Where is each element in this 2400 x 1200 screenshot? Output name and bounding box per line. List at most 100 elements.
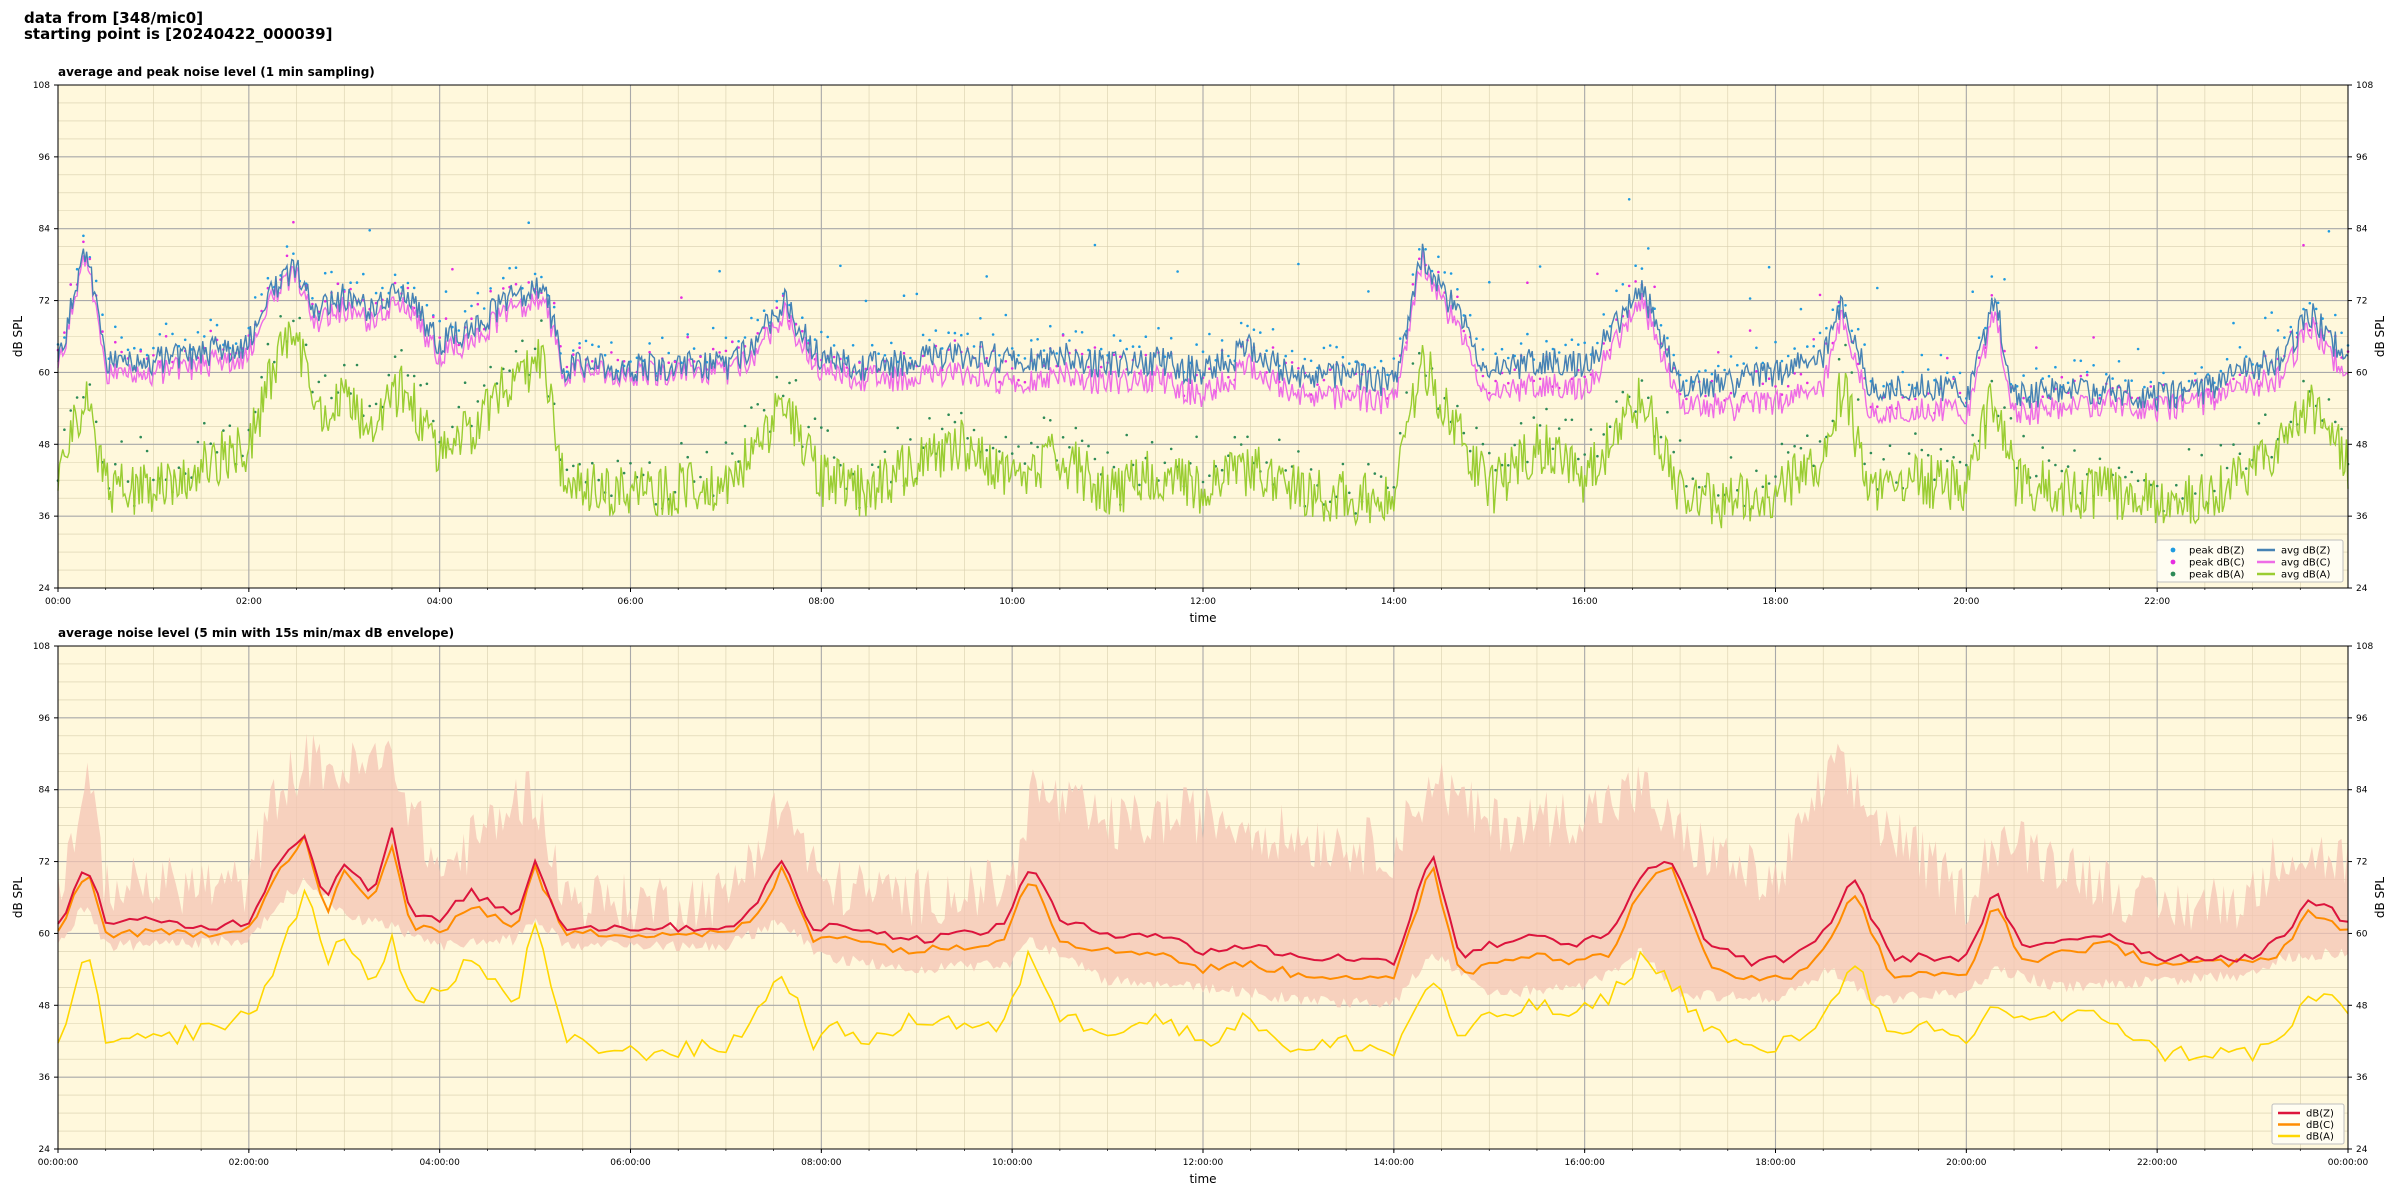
peak-point <box>1946 356 1949 360</box>
peak-point <box>304 343 308 347</box>
peak-point <box>1437 270 1440 274</box>
peak-point <box>572 464 575 468</box>
peak-point <box>1634 280 1637 283</box>
peak-point <box>2041 377 2044 380</box>
peak-point <box>762 408 766 412</box>
peak-point <box>387 373 391 377</box>
peak-point <box>591 360 594 363</box>
peak-point <box>323 374 327 377</box>
peak-point <box>1322 346 1326 350</box>
peak-point <box>705 450 709 454</box>
peak-point <box>2092 336 2095 339</box>
peak-point <box>1208 367 1211 371</box>
legend-label: peak dB(Z) <box>2189 546 2245 557</box>
peak-point <box>1494 352 1497 356</box>
peak-point <box>1704 369 1707 372</box>
peak-point <box>1023 380 1027 384</box>
peak-point <box>2009 417 2013 420</box>
peak-point <box>1717 364 1720 368</box>
peak-point <box>2340 427 2343 431</box>
peak-point <box>870 343 874 347</box>
peak-point <box>1755 370 1758 373</box>
peak-point <box>2264 413 2267 417</box>
peak-point <box>1157 326 1160 330</box>
peak-point <box>966 437 969 440</box>
peak-point <box>1112 334 1116 337</box>
peak-point <box>470 304 473 308</box>
peak-point <box>1462 431 1466 435</box>
peak-point <box>432 315 435 319</box>
peak-point <box>444 317 448 320</box>
peak-point <box>1030 441 1033 445</box>
peak-point <box>514 266 518 270</box>
peak-point <box>393 281 397 285</box>
peak-point <box>883 450 887 454</box>
y-tick-label-left: 96 <box>39 153 51 163</box>
peak-point <box>979 317 982 320</box>
peak-point <box>1608 325 1612 328</box>
peak-point <box>2085 373 2089 377</box>
peak-point <box>2225 466 2229 470</box>
peak-point <box>1876 286 1879 290</box>
peak-point <box>1341 462 1345 466</box>
peak-point <box>1074 426 1078 430</box>
peak-point <box>1621 390 1625 394</box>
peak-point <box>152 478 155 482</box>
y-axis-label-right: dB SPL <box>2373 316 2387 358</box>
peak-point <box>1939 353 1943 357</box>
peak-point <box>565 365 569 369</box>
peak-point <box>1825 326 1828 330</box>
peak-point <box>1443 271 1446 274</box>
peak-point <box>2232 443 2235 446</box>
peak-point <box>215 451 219 454</box>
peak-point <box>82 396 85 399</box>
peak-point <box>1246 435 1249 439</box>
peak-point <box>2276 329 2280 332</box>
peak-point <box>711 326 715 330</box>
peak-point <box>1678 439 1682 442</box>
series-line-a <box>57 888 2349 1063</box>
peak-point <box>1888 444 1892 448</box>
peak-point <box>196 440 200 444</box>
peak-point <box>2136 347 2140 351</box>
peak-point <box>209 442 212 446</box>
peak-point <box>998 380 1001 384</box>
peak-point <box>1488 391 1491 395</box>
legend: peak dB(Z)peak dB(C)peak dB(A)avg dB(Z)a… <box>2156 539 2344 583</box>
y-tick-label-right: 24 <box>2356 1145 2368 1155</box>
peak-point <box>1806 345 1809 348</box>
peak-point <box>1201 350 1205 354</box>
peak-point <box>699 475 702 479</box>
peak-point <box>839 264 842 268</box>
peak-point <box>482 307 486 310</box>
x-tick-label: 12:00 <box>1190 597 1216 607</box>
peak-point <box>1418 351 1421 355</box>
peak-point <box>482 384 486 387</box>
peak-point <box>1265 461 1268 464</box>
peak-point <box>1907 383 1911 387</box>
peak-point <box>2334 313 2337 317</box>
peak-point <box>527 281 530 284</box>
peak-point <box>1475 337 1478 341</box>
peak-point <box>1297 262 1300 266</box>
peak-point <box>2054 365 2057 369</box>
peak-point <box>1659 324 1663 327</box>
peak-point <box>1729 391 1733 395</box>
peak-point <box>1093 346 1097 349</box>
peak-point <box>813 417 817 421</box>
peak-point <box>1023 462 1027 465</box>
peak-point <box>94 420 98 424</box>
peak-point <box>648 350 651 354</box>
peak-point <box>368 404 372 408</box>
peak-point <box>1914 397 1917 401</box>
x-tick-label: 02:00 <box>236 597 262 607</box>
peak-point <box>603 353 607 357</box>
peak-point <box>692 347 696 350</box>
peak-point <box>2264 316 2267 320</box>
peak-point <box>533 347 537 351</box>
peak-point <box>1227 375 1230 379</box>
peak-point <box>1901 370 1904 374</box>
x-tick-label: 14:00:00 <box>1374 1158 1415 1168</box>
peak-point <box>1977 336 1981 340</box>
peak-point <box>209 329 212 333</box>
